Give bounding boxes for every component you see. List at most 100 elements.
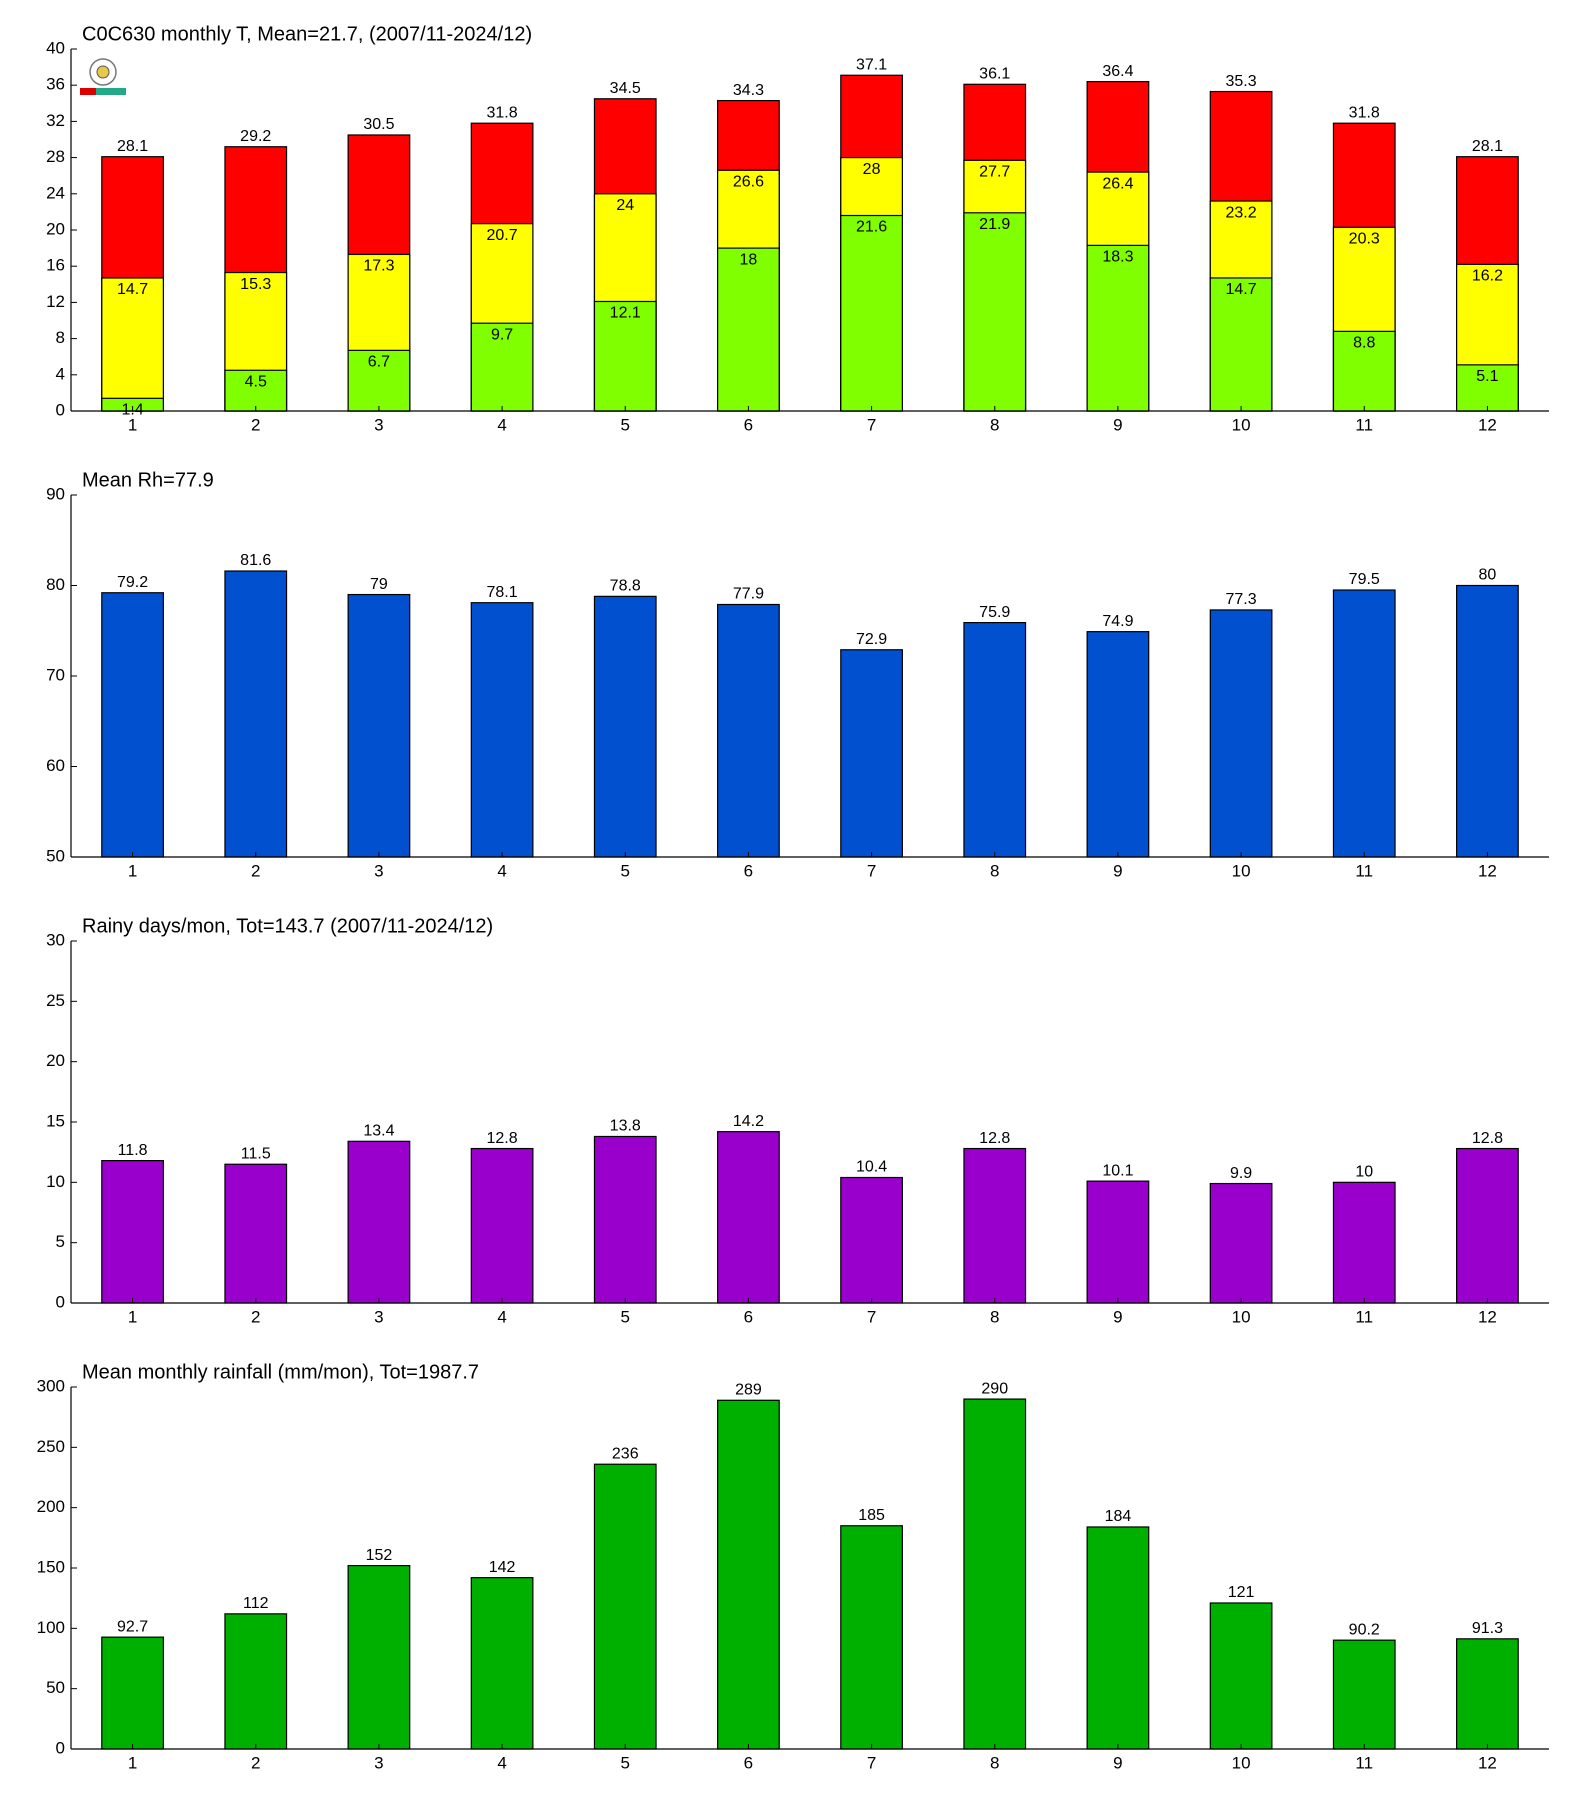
value-label: 77.9 bbox=[733, 586, 764, 603]
value-label: 79.2 bbox=[117, 574, 148, 591]
x-tick-label: 9 bbox=[1113, 1307, 1122, 1326]
y-tick-label: 90 bbox=[46, 484, 65, 503]
bar bbox=[1456, 364, 1519, 412]
x-tick-label: 3 bbox=[374, 1307, 383, 1326]
value-label: 10.1 bbox=[1102, 1162, 1133, 1179]
x-tick-label: 11 bbox=[1355, 1307, 1373, 1326]
value-label: 142 bbox=[489, 1559, 516, 1576]
y-tick-label: 12 bbox=[46, 292, 65, 311]
x-tick-label: 11 bbox=[1355, 415, 1373, 434]
bar bbox=[224, 1613, 288, 1750]
value-label: 152 bbox=[366, 1547, 393, 1564]
x-tick-label: 2 bbox=[251, 1753, 260, 1772]
value-label: 34.3 bbox=[733, 82, 764, 99]
value-label: 289 bbox=[735, 1381, 762, 1398]
value-label: 29.2 bbox=[240, 128, 271, 145]
y-tick-label: 28 bbox=[46, 147, 65, 166]
value-label: 34.5 bbox=[610, 80, 641, 97]
value-label: 81.6 bbox=[240, 552, 271, 569]
bar bbox=[224, 369, 288, 412]
chart-title: Mean Rh=77.9 bbox=[82, 469, 214, 491]
bar bbox=[347, 1140, 411, 1304]
value-label: 16.2 bbox=[1472, 268, 1503, 285]
value-label: 74.9 bbox=[1102, 613, 1133, 630]
value-label: 30.5 bbox=[363, 116, 394, 133]
value-label: 112 bbox=[243, 1595, 269, 1612]
bar bbox=[717, 247, 780, 412]
y-tick-label: 10 bbox=[46, 1172, 65, 1191]
logo-center bbox=[96, 65, 110, 79]
value-label: 35.3 bbox=[1226, 73, 1257, 90]
value-label: 15.3 bbox=[240, 276, 271, 293]
x-tick-label: 3 bbox=[374, 415, 383, 434]
value-label: 27.7 bbox=[979, 164, 1010, 181]
bar bbox=[1209, 609, 1273, 858]
y-tick-label: 80 bbox=[46, 575, 65, 594]
value-label: 8.8 bbox=[1353, 335, 1375, 352]
value-label: 5.1 bbox=[1476, 368, 1498, 385]
x-tick-label: 5 bbox=[621, 1307, 630, 1326]
y-tick-label: 5 bbox=[56, 1232, 65, 1251]
logo-mark bbox=[80, 88, 96, 95]
bar bbox=[717, 603, 780, 858]
x-tick-label: 11 bbox=[1355, 1753, 1373, 1772]
bar bbox=[224, 1163, 288, 1304]
value-label: 79 bbox=[370, 576, 388, 593]
y-tick-label: 200 bbox=[37, 1497, 65, 1516]
value-label: 80 bbox=[1479, 567, 1497, 584]
value-label: 12.8 bbox=[1472, 1130, 1503, 1147]
x-tick-label: 4 bbox=[497, 415, 506, 434]
y-tick-label: 40 bbox=[46, 38, 65, 57]
x-tick-label: 4 bbox=[497, 1753, 506, 1772]
value-label: 26.6 bbox=[733, 173, 764, 190]
bar bbox=[717, 1399, 780, 1750]
y-tick-label: 25 bbox=[46, 991, 65, 1010]
value-label: 36.1 bbox=[979, 66, 1010, 83]
value-label: 20.7 bbox=[487, 227, 518, 244]
value-label: 36.4 bbox=[1102, 63, 1133, 80]
bar bbox=[347, 349, 411, 412]
x-tick-label: 6 bbox=[744, 1753, 753, 1772]
x-tick-label: 7 bbox=[867, 861, 876, 880]
value-label: 14.2 bbox=[733, 1113, 764, 1130]
value-label: 236 bbox=[612, 1445, 639, 1462]
value-label: 75.9 bbox=[979, 604, 1010, 621]
x-tick-label: 12 bbox=[1478, 1307, 1497, 1326]
x-tick-label: 4 bbox=[497, 861, 506, 880]
x-tick-label: 9 bbox=[1113, 1753, 1122, 1772]
value-label: 78.1 bbox=[487, 584, 518, 601]
x-tick-label: 3 bbox=[374, 1753, 383, 1772]
value-label: 6.7 bbox=[368, 354, 390, 371]
value-label: 121 bbox=[1228, 1584, 1255, 1601]
bar bbox=[1332, 589, 1396, 858]
x-tick-label: 9 bbox=[1113, 861, 1122, 880]
x-tick-label: 6 bbox=[744, 1307, 753, 1326]
x-tick-label: 5 bbox=[621, 861, 630, 880]
bar bbox=[470, 1577, 534, 1750]
value-label: 21.9 bbox=[979, 216, 1010, 233]
y-tick-label: 24 bbox=[46, 183, 65, 202]
value-label: 14.7 bbox=[1226, 281, 1257, 298]
y-tick-label: 4 bbox=[56, 364, 65, 383]
value-label: 37.1 bbox=[856, 56, 887, 73]
x-tick-label: 1 bbox=[128, 861, 137, 880]
value-label: 12.8 bbox=[487, 1130, 518, 1147]
y-tick-label: 150 bbox=[37, 1557, 65, 1576]
chart-title: C0C630 monthly T, Mean=21.7, (2007/11-20… bbox=[82, 23, 532, 45]
value-label: 18.3 bbox=[1102, 249, 1133, 266]
value-label: 92.7 bbox=[117, 1618, 148, 1635]
y-tick-label: 16 bbox=[46, 256, 65, 275]
y-tick-label: 20 bbox=[46, 1051, 65, 1070]
y-tick-label: 20 bbox=[46, 219, 65, 238]
y-tick-label: 60 bbox=[46, 756, 65, 775]
x-tick-label: 8 bbox=[990, 1307, 999, 1326]
value-label: 9.9 bbox=[1230, 1165, 1252, 1182]
x-tick-label: 7 bbox=[867, 1753, 876, 1772]
value-label: 28 bbox=[863, 161, 881, 178]
value-label: 17.3 bbox=[363, 258, 394, 275]
value-label: 21.6 bbox=[856, 219, 887, 236]
y-tick-label: 50 bbox=[46, 1678, 65, 1697]
value-label: 11.8 bbox=[118, 1142, 148, 1159]
bar bbox=[1209, 1602, 1273, 1750]
